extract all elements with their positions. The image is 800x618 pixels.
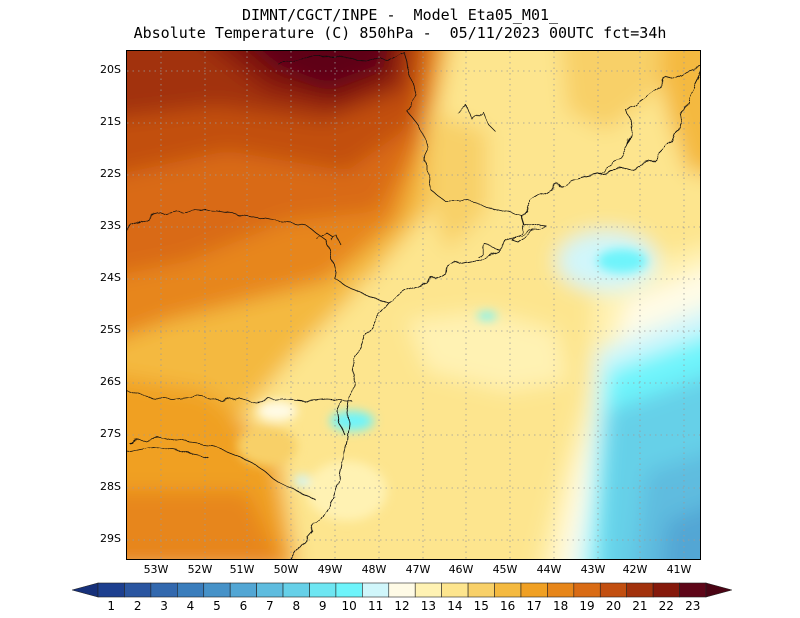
lon-label-53w: 53W [143, 563, 169, 576]
colorbar-label: 15 [473, 599, 489, 613]
colorbar-label: 13 [420, 599, 437, 613]
colorbar-swatch [573, 582, 601, 598]
lat-label-27s: 27S [100, 427, 121, 440]
colorbar-swatch [309, 582, 337, 598]
colorbar-swatch [679, 582, 707, 598]
lon-label-43w: 43W [580, 563, 606, 576]
lon-label-50w: 50W [273, 563, 299, 576]
lat-lon-grid [127, 51, 700, 559]
lat-label-24s: 24S [100, 271, 121, 284]
colorbar-label: 14 [447, 599, 463, 613]
colorbar-label: 1 [107, 599, 115, 613]
colorbar-swatch [335, 582, 363, 598]
colorbar-label: 10 [341, 599, 357, 613]
lon-label-47w: 47W [405, 563, 431, 576]
colorbar-swatch [203, 582, 231, 598]
colorbar-swatch [229, 582, 257, 598]
colorbar-svg [70, 582, 734, 598]
lon-label-49w: 49W [317, 563, 343, 576]
temperature-detail [237, 249, 647, 521]
lat-label-29s: 29S [100, 532, 121, 545]
colorbar-label: 6 [239, 599, 248, 613]
lon-label-45w: 45W [492, 563, 518, 576]
colorbar-over-arrow [705, 582, 734, 598]
lat-label-21s: 21S [100, 115, 121, 128]
colorbar-swatch [626, 582, 654, 598]
colorbar-swatch [441, 582, 469, 598]
colorbar-label: 2 [133, 599, 142, 613]
colorbar-swatch [362, 582, 390, 598]
colorbar-swatch [282, 582, 310, 598]
colorbar-swatch [97, 582, 125, 598]
coastline [289, 73, 700, 559]
state-borders [127, 51, 700, 502]
colorbar-label: 19 [579, 599, 595, 613]
colorbar-label: 5 [213, 599, 221, 613]
colorbar-swatch [467, 582, 495, 598]
lat-label-22s: 22S [100, 167, 121, 180]
colorbar-swatch [547, 582, 575, 598]
colorbar-swatch [124, 582, 152, 598]
lon-label-52w: 52W [187, 563, 213, 576]
colorbar-under-arrow [70, 582, 99, 598]
lat-label-25s: 25S [100, 323, 121, 336]
colorbar-swatch [520, 582, 548, 598]
colorbar-swatch [256, 582, 284, 598]
temperature-field [127, 51, 700, 559]
colorbar-swatch [177, 582, 205, 598]
colorbar-label: 17 [526, 599, 542, 613]
colorbar-swatch [150, 582, 178, 598]
colorbar-label: 7 [265, 599, 274, 613]
colorbar-swatch [494, 582, 522, 598]
lon-label-41w: 41W [666, 563, 692, 576]
lon-label-46w: 46W [448, 563, 474, 576]
lon-label-42w: 42W [622, 563, 648, 576]
colorbar-label: 8 [292, 599, 301, 613]
colorbar-label: 3 [160, 599, 168, 613]
map-title-line-2: Absolute Temperature (C) 850hPa - 05/11/… [133, 24, 667, 42]
colorbar-swatch [599, 582, 627, 598]
colorbar-label: 23 [685, 599, 701, 613]
colorbar-swatch [652, 582, 680, 598]
lat-label-26s: 26S [100, 375, 121, 388]
lat-label-28s: 28S [100, 480, 121, 493]
lon-label-48w: 48W [361, 563, 387, 576]
temperature-map [126, 50, 701, 560]
colorbar-label: 11 [367, 599, 384, 613]
colorbar-label: 12 [394, 599, 410, 613]
colorbar-label: 20 [605, 599, 622, 613]
colorbar [70, 582, 734, 598]
colorbar-label: 21 [632, 599, 648, 613]
colorbar-label: 9 [318, 599, 327, 613]
colorbar-swatch [388, 582, 416, 598]
colorbar-label: 18 [552, 599, 569, 613]
lon-label-44w: 44W [536, 563, 562, 576]
colorbar-label: 4 [186, 599, 195, 613]
map-title-line-1: DIMNT/CGCT/INPE - Model Eta05_M01_ [241, 6, 559, 24]
lon-label-51w: 51W [229, 563, 255, 576]
colorbar-swatch [414, 582, 442, 598]
colorbar-label: 22 [658, 599, 674, 613]
lat-label-20s: 20S [100, 63, 121, 76]
lat-label-23s: 23S [100, 219, 121, 232]
colorbar-label: 16 [500, 599, 516, 613]
